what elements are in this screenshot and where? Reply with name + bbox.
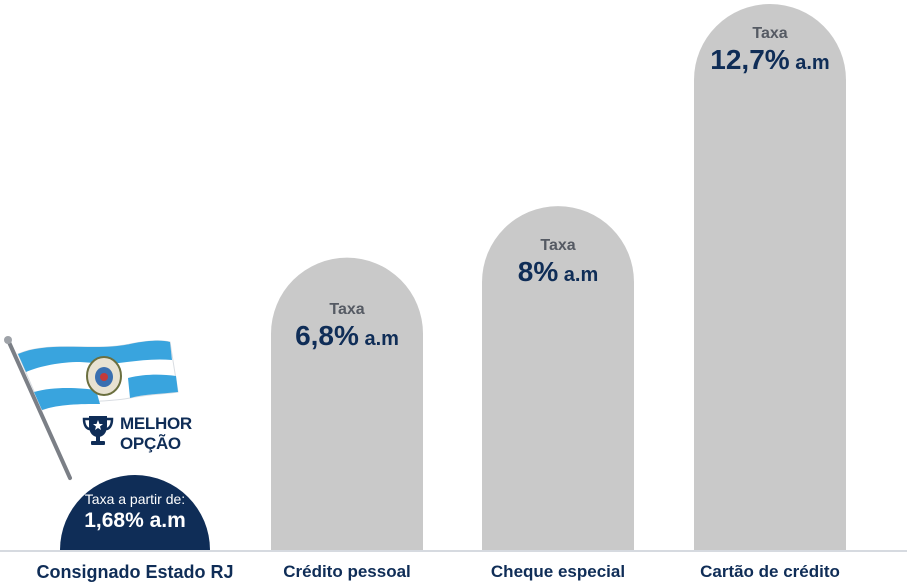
bar-2 xyxy=(482,206,634,550)
badge-line-1: MELHOR xyxy=(120,414,192,433)
data-label-2: 8% a.m xyxy=(517,256,599,287)
data-label-3: 12,7% a.m xyxy=(710,44,830,75)
data-label-0: 1,68% a.m xyxy=(84,509,186,532)
badge-line-2: OPÇÃO xyxy=(120,434,181,453)
category-label-0: Consignado Estado RJ xyxy=(36,562,234,582)
best-option-prefix: Taxa a partir de: xyxy=(84,491,186,507)
category-label-2: Cheque especial xyxy=(490,562,626,581)
rate-prefix-2: Taxa xyxy=(540,237,576,254)
category-label-3: Cartão de crédito xyxy=(700,562,840,581)
data-label-1: 6,8% a.m xyxy=(295,320,399,351)
rate-prefix-1: Taxa xyxy=(329,301,365,318)
bar-0 xyxy=(60,475,210,550)
data-label-3-wrapper: Taxa 12,7% a.m xyxy=(685,24,855,79)
rate-prefix-3: Taxa xyxy=(752,25,788,42)
bar-3 xyxy=(694,4,846,550)
category-label-1: Crédito pessoal xyxy=(283,562,411,581)
trophy-icon xyxy=(82,416,114,445)
bar-1 xyxy=(271,257,423,550)
data-label-1-wrapper: Taxa 6,8% a.m xyxy=(262,300,432,355)
data-label-2-wrapper: Taxa 8% a.m xyxy=(473,236,643,291)
best-option-value-label: Taxa a partir de: 1,68% a.m xyxy=(60,490,210,534)
best-option-badge: MELHOR OPÇÃO xyxy=(82,414,202,458)
flag-rj-icon xyxy=(4,336,179,480)
